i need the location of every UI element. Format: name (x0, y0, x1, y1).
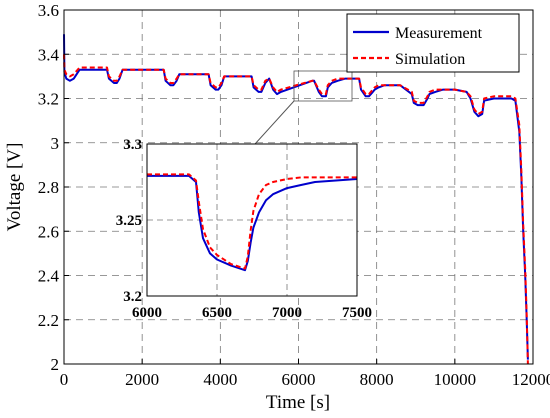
inset-x-tick-label: 6000 (132, 305, 162, 321)
y-tick-label: 2.6 (38, 222, 59, 241)
y-tick-label: 3 (51, 134, 60, 153)
x-tick-label: 2000 (125, 370, 159, 389)
y-tick-label: 2 (51, 355, 60, 374)
legend-label-measurement: Measurement (395, 25, 483, 42)
main-series (63, 34, 529, 365)
zoom-callout-line (254, 100, 295, 145)
inset-y-tick-label: 3.2 (123, 289, 142, 305)
y-tick-label: 3.6 (38, 1, 59, 20)
x-tick-label: 6000 (282, 370, 316, 389)
inset-series-line-simulation (147, 173, 357, 270)
series-line-simulation (63, 54, 529, 365)
inset-x-tick-label: 7500 (342, 305, 372, 321)
x-tick-label: 10000 (434, 370, 477, 389)
legend-box (346, 13, 520, 73)
y-tick-label: 2.4 (38, 267, 60, 286)
y-tick-label: 3.4 (38, 45, 60, 64)
legend-label-simulation: Simulation (395, 51, 465, 68)
main-ticks: 0 2000 4000 6000 8000 10000 12000 2 2.2 2.4 2.6 2.8… (38, 1, 550, 389)
x-tick-label: 0 (60, 370, 69, 389)
legend: Measurement Simulation (346, 13, 520, 73)
inset-x-tick-label: 7000 (272, 305, 302, 321)
inset-series (147, 173, 358, 272)
y-axis-label: Voltage [V] (4, 143, 25, 232)
x-tick-label: 4000 (203, 370, 237, 389)
x-axis-label: Time [s] (266, 392, 330, 413)
inset-frame (146, 143, 358, 297)
x-tick-label: 12000 (512, 370, 550, 389)
inset-ticks: 6000 6500 7000 7500 3.2 3.25 3.3 (116, 137, 372, 321)
y-tick-label: 2.2 (38, 311, 59, 330)
y-tick-label: 2.8 (38, 178, 59, 197)
y-tick-label: 3.2 (38, 90, 59, 109)
inset-chart: 6000 6500 7000 7500 3.2 3.25 3.3 (116, 137, 372, 321)
x-tick-label: 8000 (360, 370, 394, 389)
inset-y-tick-label: 3.3 (123, 137, 142, 153)
zoom-region-box (293, 70, 353, 102)
inset-x-tick-label: 6500 (202, 305, 232, 321)
inset-y-tick-label: 3.25 (116, 213, 142, 229)
